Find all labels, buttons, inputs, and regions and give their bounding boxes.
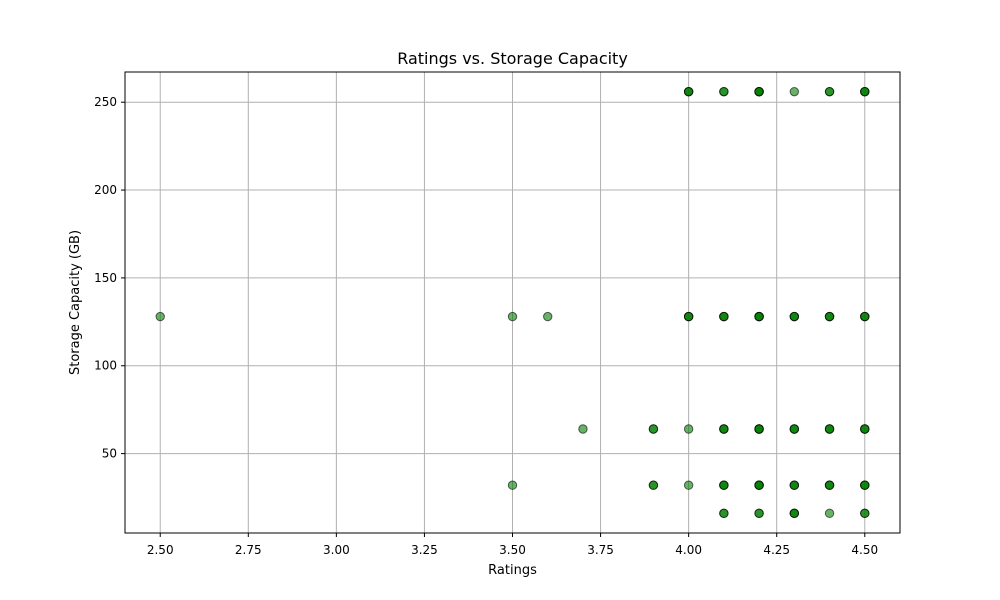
data-point	[789, 424, 800, 434]
data-point	[683, 311, 694, 322]
x-tick-label: 3.75	[587, 543, 614, 557]
chart-title: Ratings vs. Storage Capacity	[397, 49, 628, 68]
data-point	[789, 508, 800, 519]
data-point	[719, 424, 729, 434]
x-tick-label: 3.25	[411, 543, 438, 557]
x-tick-label: 4.00	[675, 543, 702, 557]
data-point	[860, 86, 870, 97]
data-point	[507, 311, 518, 322]
data-point	[155, 311, 165, 322]
x-tick-label: 3.50	[499, 543, 526, 557]
data-point	[683, 480, 694, 490]
data-point	[648, 480, 659, 490]
data-point	[860, 480, 870, 490]
data-points	[155, 86, 870, 519]
data-point	[754, 424, 764, 434]
data-point	[754, 86, 764, 97]
y-tick-label: 250	[94, 95, 117, 109]
data-point	[543, 311, 553, 322]
data-point	[754, 480, 764, 490]
data-point	[824, 311, 835, 322]
data-point	[719, 86, 729, 97]
grid-lines	[125, 72, 900, 533]
x-tick-label: 4.25	[763, 543, 790, 557]
data-point	[648, 424, 659, 434]
y-tick-label: 50	[102, 447, 117, 461]
data-point	[860, 424, 870, 434]
y-tick-label: 200	[94, 183, 117, 197]
data-point	[789, 311, 800, 322]
x-tick-label: 2.75	[235, 543, 262, 557]
x-axis-ticks: 2.50 2.75 3.00 3.25 3.50 3.75 4.00 4.25 4.50	[147, 533, 878, 557]
y-axis-ticks: 50 100 150 200 250	[94, 95, 125, 461]
data-point	[754, 508, 764, 519]
x-tick-label: 3.00	[323, 543, 350, 557]
data-point	[578, 424, 588, 434]
data-point	[789, 480, 800, 490]
data-point	[860, 311, 870, 322]
data-point	[683, 86, 694, 97]
data-point	[719, 480, 729, 490]
data-point	[754, 311, 764, 322]
data-point	[824, 480, 835, 490]
y-tick-label: 150	[94, 271, 117, 285]
y-tick-label: 100	[94, 359, 117, 373]
y-axis-label: Storage Capacity (GB)	[68, 230, 83, 375]
data-point	[824, 86, 835, 97]
data-point	[824, 508, 835, 519]
data-point	[789, 86, 800, 97]
x-tick-label: 4.50	[851, 543, 878, 557]
data-point	[719, 311, 729, 322]
data-point	[507, 480, 518, 490]
data-point	[719, 508, 729, 519]
data-point	[824, 424, 835, 434]
x-tick-label: 2.50	[147, 543, 174, 557]
data-point	[683, 424, 694, 434]
x-axis-label: Ratings	[488, 563, 537, 578]
data-point	[860, 508, 870, 519]
